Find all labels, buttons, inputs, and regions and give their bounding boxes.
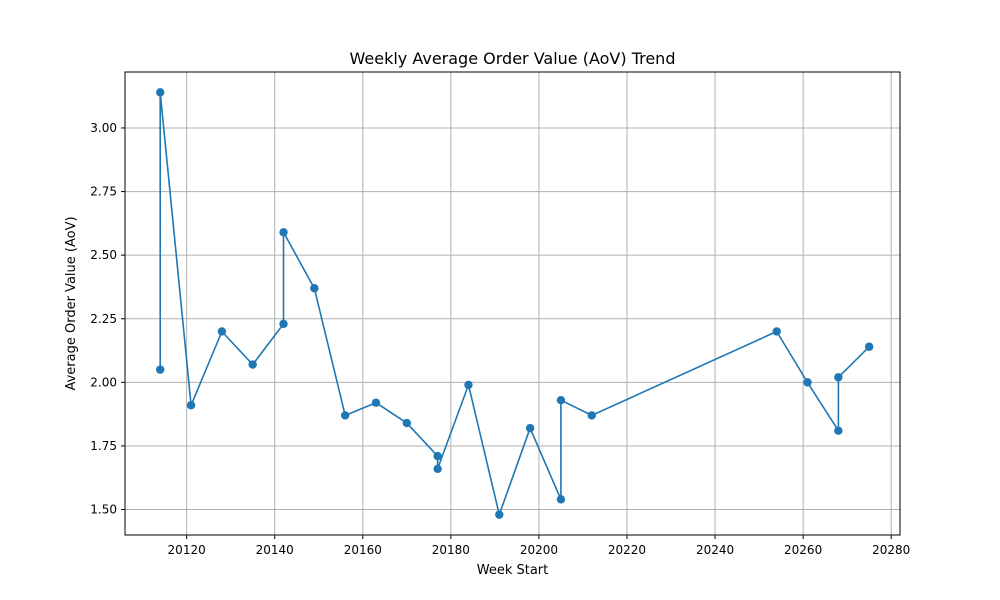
x-tick-label: 20160 [344,543,382,557]
data-point [464,380,473,390]
x-tick-label: 20200 [520,543,558,557]
data-point [310,284,319,293]
x-tick-label: 20120 [168,543,206,557]
data-point [156,88,165,97]
data-point [186,401,196,410]
y-tick-label: 3.00 [90,121,117,135]
data-point [402,418,412,428]
y-tick-label: 2.50 [90,248,117,262]
plot-frame [124,71,901,536]
y-tick-label: 1.50 [90,503,117,517]
y-axis-title: Average Order Value (AoV) [64,216,79,390]
x-tick-label: 20260 [784,543,822,557]
data-point [834,426,843,435]
data-point [433,464,442,474]
data-point [371,398,381,407]
y-tick-label: 2.00 [90,375,117,389]
grid-layer [125,72,900,535]
x-tick-label: 20280 [872,543,910,557]
data-point [279,319,288,329]
data-point [525,423,535,433]
data-point [279,228,288,237]
data-point [217,327,227,336]
data-point [340,411,350,420]
data-point [587,411,596,420]
data-point [248,360,257,369]
data-point [556,395,566,405]
x-tick-label: 20180 [432,543,470,557]
x-axis-title: Week Start [477,563,549,578]
y-tick-label: 2.25 [90,312,117,326]
ticks-layer: 20120 20140 20160 20180 20200 20220 20240 20260… [90,121,910,557]
data-point [864,342,874,351]
series-layer [156,88,874,519]
data-point [156,365,165,374]
data-point [495,510,504,519]
data-point [803,378,812,387]
data-point [834,373,843,382]
series-line [159,91,870,516]
data-point [772,327,781,336]
data-point [556,495,566,504]
data-point [433,451,442,461]
x-tick-label: 20240 [696,543,734,557]
x-tick-label: 20140 [256,543,294,557]
chart-title: Weekly Average Order Value (AoV) Trend [350,49,676,68]
y-tick-label: 2.75 [90,185,117,199]
y-tick-label: 1.75 [90,439,117,453]
x-tick-label: 20220 [608,543,646,557]
